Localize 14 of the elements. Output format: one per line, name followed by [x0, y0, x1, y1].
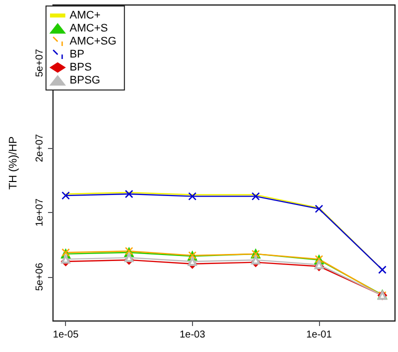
legend-label: AMC+ [70, 10, 101, 22]
legend-label: AMC+S [70, 22, 108, 34]
y-tick-label: 5e+06 [34, 262, 46, 291]
y-tick-label: 1e+07 [34, 198, 46, 227]
y-tick-label: 5e+07 [34, 48, 46, 78]
legend-label: AMC+SG [70, 36, 116, 48]
x-tick-label: 1e-01 [306, 330, 332, 340]
legend-label: BPSG [70, 74, 100, 86]
y-axis-title: TH (%)/HP [8, 136, 20, 190]
legend-label: BP [70, 48, 84, 60]
y-tick-label: 2e+07 [34, 134, 46, 162]
x-tick-label: 1e-03 [180, 330, 206, 340]
x-tick-label: 1e-05 [52, 330, 79, 340]
legend-label: BPS [70, 62, 92, 74]
